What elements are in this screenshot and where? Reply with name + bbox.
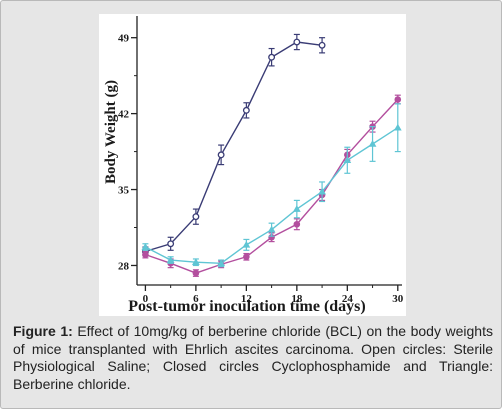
series-cyclophosphamide: [142, 94, 402, 277]
data-point: [318, 187, 326, 195]
data-point: [217, 151, 225, 159]
x-tick-label: 30: [392, 293, 404, 305]
x-axis-title: Post-tumor inoculation time (days): [128, 298, 365, 315]
data-point: [192, 269, 200, 277]
caption-text: Effect of 10mg/kg of berberine chloride …: [13, 323, 493, 392]
series-line-saline: [145, 41, 323, 253]
data-point: [217, 259, 226, 267]
data-point: [293, 38, 301, 46]
plot-panel: 28 35 42 49 0 6 12 18 24 30 Post-tumor inoculatio…: [99, 14, 406, 316]
data-point: [167, 240, 175, 248]
y-tick-label: 49: [118, 33, 130, 45]
data-point: [268, 53, 276, 61]
figure-caption: Figure 1: Effect of 10mg/kg of berberine…: [13, 323, 493, 393]
data-point: [192, 213, 200, 221]
x-tick-label: 0: [143, 293, 149, 305]
data-point: [343, 156, 352, 164]
body-weight-chart: 28 35 42 49 0 6 12 18 24 30 Post-tumor inoculatio…: [103, 16, 404, 315]
series-layer: [141, 33, 402, 277]
y-tick-label: 42: [118, 109, 130, 121]
data-point: [292, 205, 301, 212]
data-point: [393, 123, 402, 131]
x-tick-label: 24: [342, 293, 354, 305]
caption-label: Figure 1:: [13, 323, 73, 339]
series-berberine: [141, 103, 402, 268]
data-point: [368, 139, 377, 147]
data-point: [141, 243, 150, 250]
data-point: [166, 256, 175, 263]
series-line-berberine: [145, 127, 399, 265]
axes-layer: 28 35 42 49 0 6 12 18 24 30: [118, 16, 404, 305]
y-tick-label: 35: [118, 185, 130, 197]
x-tick-label: 18: [291, 293, 303, 305]
data-point: [318, 41, 326, 49]
y-tick-label: 28: [118, 260, 130, 272]
data-point: [142, 251, 149, 258]
x-tick-label: 6: [193, 293, 199, 305]
data-point: [191, 258, 200, 266]
data-point: [394, 96, 402, 103]
x-tick-label: 12: [241, 293, 253, 305]
data-point: [243, 253, 250, 261]
data-point: [293, 220, 301, 228]
data-point: [242, 240, 251, 248]
series-line-cyclophosphamide: [145, 99, 399, 274]
y-axis-title: Body Weight (g): [103, 80, 119, 184]
data-point: [267, 225, 276, 233]
data-point: [242, 106, 250, 114]
